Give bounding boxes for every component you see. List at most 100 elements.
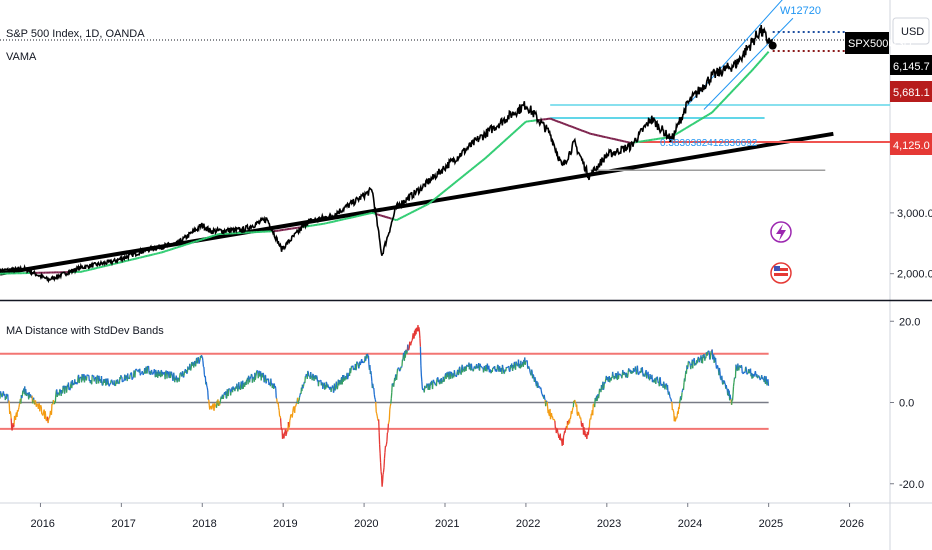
vama-segment (203, 237, 206, 240)
vama-segment (441, 191, 445, 195)
symbol-tag (845, 32, 889, 54)
fib-label[interactable]: 0.3830382412836692 (660, 138, 758, 149)
vama-segment (492, 148, 496, 152)
time-axis-label: 2021 (435, 518, 459, 530)
vama-segment (213, 234, 216, 237)
vama-segment (753, 65, 757, 69)
vama-segment (705, 114, 708, 118)
vama-segment (735, 84, 739, 88)
vama-segment (179, 245, 182, 248)
vama-segment (712, 108, 716, 112)
vama-segment (462, 174, 466, 178)
vama-segment (433, 197, 436, 201)
vama-segment (562, 122, 566, 126)
vama-segment (496, 145, 500, 149)
vama-segment (740, 79, 744, 83)
vama-segment (507, 135, 511, 139)
price-series-line (0, 25, 773, 284)
vama-segment (570, 125, 574, 129)
level-tag-upper-text: 5,681.1 (893, 87, 930, 99)
time-axis-label: 2025 (759, 518, 783, 530)
vama-segment (463, 172, 467, 176)
vama-segment (484, 155, 488, 159)
vama-segment (695, 120, 698, 124)
vama-segment (523, 120, 527, 124)
flag-icon[interactable] (770, 262, 792, 284)
vama-segment (703, 115, 707, 119)
trend-label[interactable]: W12720 (780, 5, 821, 17)
vama-segment (437, 193, 441, 197)
vama-segment (577, 127, 580, 131)
vama-segment (553, 118, 556, 122)
vama-segment (460, 175, 464, 179)
symbol-title[interactable]: S&P 500 Index, 1D, OANDA (6, 28, 145, 40)
time-axis-label: 2020 (354, 518, 378, 530)
vama-segment (561, 121, 564, 125)
level-tag-lower (890, 133, 932, 155)
vama-segment (176, 246, 179, 249)
vama-segment (426, 202, 430, 206)
vama-segment (522, 122, 525, 126)
vama-segment (758, 60, 762, 64)
vama-segment (404, 214, 407, 217)
last-price-marker (768, 41, 777, 50)
vama-segment (201, 237, 205, 241)
vama-segment (513, 129, 517, 133)
vama-segment (450, 183, 454, 187)
vama-segment (180, 244, 184, 248)
vama-segment (509, 134, 513, 137)
vama-segment (205, 236, 208, 240)
vama-segment (420, 206, 423, 209)
vama-segment (208, 235, 211, 239)
last-price-text: 6,145.7 (893, 61, 930, 73)
vama-segment (729, 91, 733, 95)
vama-segment (683, 127, 687, 130)
vama-segment (680, 129, 684, 132)
vama-segment (682, 128, 686, 131)
vama-segment (693, 121, 697, 125)
currency-button[interactable] (892, 17, 930, 45)
vama-segment (412, 210, 415, 213)
vama-segment (164, 249, 167, 253)
channel-lower-line (703, 17, 794, 110)
vama-segment (701, 116, 705, 120)
vama-segment (764, 52, 768, 57)
vama-segment (722, 98, 726, 102)
lightning-icon[interactable] (770, 221, 792, 243)
vama-segment (211, 234, 214, 238)
indicator-ma-distance-label[interactable]: MA Distance with StdDev Bands (6, 325, 164, 337)
vama-segment (675, 132, 679, 135)
vama-segment (399, 216, 402, 220)
vama-segment (756, 61, 760, 66)
vama-segment (700, 117, 703, 121)
time-axis-label: 2023 (597, 518, 621, 530)
vama-segment (408, 211, 412, 215)
vama-segment (452, 182, 456, 185)
vama-segment (518, 125, 522, 129)
vama-segment (746, 72, 750, 76)
vama-segment (580, 129, 583, 132)
vama-segment (417, 207, 420, 211)
vama-segment (679, 130, 682, 133)
vama-segment (174, 246, 177, 250)
vama-segment (578, 128, 582, 132)
vama-segment (727, 93, 731, 97)
vama-segment (761, 56, 765, 60)
indicator-vama-label[interactable]: VAMA (6, 51, 37, 63)
vama-segment (473, 165, 477, 169)
vama-segment (743, 76, 747, 80)
vama-segment (515, 128, 519, 132)
vama-segment (425, 203, 428, 207)
vama-segment (583, 130, 587, 133)
vama-segment (455, 179, 459, 183)
vama-segment (410, 211, 414, 214)
vama-segment (486, 154, 490, 158)
currency-label: USD (901, 26, 924, 38)
vama-segment (759, 58, 763, 62)
support-trend-line (0, 131, 834, 276)
vama-segment (714, 106, 718, 110)
vama-segment (499, 142, 503, 146)
vama-segment (169, 248, 172, 251)
